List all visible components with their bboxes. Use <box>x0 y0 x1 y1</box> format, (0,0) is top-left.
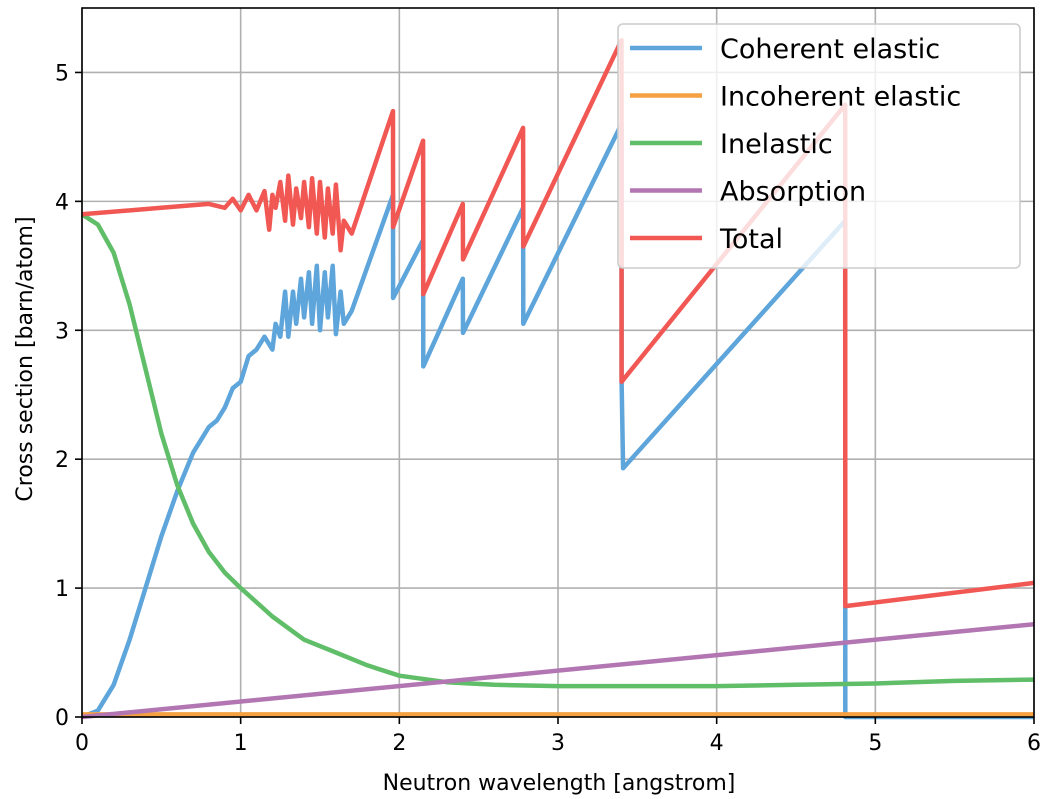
x-tick-label: 1 <box>234 731 248 756</box>
y-tick-label: 5 <box>55 61 69 86</box>
x-tick-label: 4 <box>710 731 724 756</box>
legend-box <box>617 23 1021 269</box>
series-line-inelastic <box>80 212 1035 689</box>
y-tick-label: 0 <box>55 706 69 731</box>
x-tick-label: 2 <box>392 731 406 756</box>
legend-label-total: Total <box>719 224 783 255</box>
legend-label-inelastic: Inelastic <box>720 129 833 160</box>
x-tick-label: 3 <box>551 731 565 756</box>
y-tick-label: 3 <box>55 319 69 344</box>
x-tick-label: 5 <box>868 731 882 756</box>
y-tick-label: 1 <box>55 577 69 602</box>
x-tick-label: 6 <box>1027 731 1041 756</box>
series-lines <box>80 37 1035 720</box>
legend-label-incoherent-elastic: Incoherent elastic <box>720 82 961 113</box>
legend: Coherent elastic Incoherent elastic Inelas… <box>617 23 1021 269</box>
y-tick-label: 2 <box>55 448 69 473</box>
series-line-coherent-elastic <box>81 121 1034 720</box>
legend-label-absorption: Absorption <box>720 177 866 208</box>
x-axis-ticks: 0 1 2 3 4 5 6 <box>75 717 1041 756</box>
series-line-total <box>81 37 1035 609</box>
legend-label-coherent-elastic: Coherent elastic <box>720 34 940 65</box>
y-axis-label: Cross section [barn/atom] <box>13 216 38 501</box>
x-tick-label: 0 <box>75 731 89 756</box>
y-axis-ticks: 0 1 2 3 4 5 <box>55 61 82 731</box>
x-axis-label: Neutron wavelength [angstrom] <box>383 771 736 796</box>
series-line-absorption <box>81 621 1035 720</box>
y-tick-label: 4 <box>55 190 69 215</box>
